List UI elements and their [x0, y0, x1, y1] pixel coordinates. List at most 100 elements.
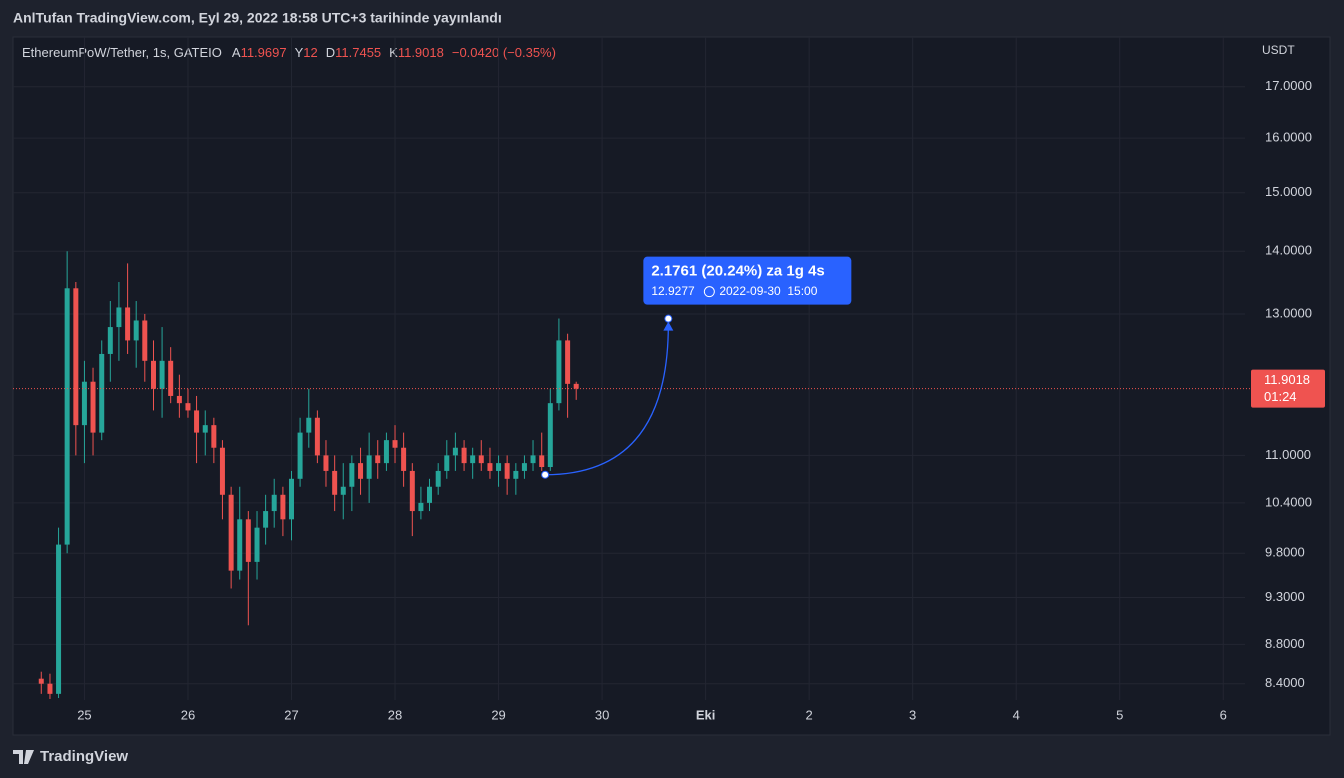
x-tick-label: 29	[491, 707, 505, 722]
candle-body	[125, 307, 131, 341]
candle-body	[38, 678, 44, 684]
candle-body	[349, 463, 355, 487]
measure-start	[541, 470, 550, 479]
countdown: 01:24	[1264, 389, 1297, 404]
candle-body	[565, 340, 571, 384]
y-tick-label: 16.0000	[1265, 130, 1312, 145]
change: −0.0420 (−0.35%)	[452, 45, 556, 60]
legend: EthereumPoW/Tether, 1s, GATEIO A11.9697 Y1…	[22, 45, 556, 60]
candle-body	[444, 455, 450, 471]
candle-body	[133, 320, 139, 341]
y-tick-label: 10.4000	[1265, 494, 1312, 509]
candle-body	[573, 383, 579, 389]
ohlc-value: 11.9697	[241, 45, 287, 60]
measure-box	[643, 256, 852, 305]
candle-body	[366, 455, 372, 479]
candle-body	[237, 519, 243, 571]
ohlc-value: 12	[303, 45, 317, 60]
candle-body	[211, 425, 217, 448]
measure-arrow	[663, 321, 674, 331]
candle-body	[228, 494, 234, 571]
x-tick-label: Eki	[696, 707, 716, 722]
candle-body	[530, 455, 536, 464]
candle-body	[487, 463, 493, 471]
candle-body	[323, 455, 329, 471]
candle-body	[521, 463, 527, 471]
candle-body	[306, 417, 312, 433]
x-tick-label: 27	[284, 707, 298, 722]
candle-body	[452, 447, 458, 456]
candle-body	[280, 494, 286, 520]
candle-body	[185, 403, 191, 411]
symbol: EthereumPoW/Tether, 1s, GATEIO	[22, 45, 222, 60]
price-label: 11.9018	[1264, 372, 1310, 387]
ohlc-label: Y	[295, 45, 304, 60]
candle-body	[271, 494, 277, 512]
candle-body	[90, 381, 96, 433]
candle-body	[409, 470, 415, 512]
candle-body	[461, 447, 467, 464]
candle-body	[288, 478, 294, 520]
y-tick-label: 9.3000	[1265, 589, 1305, 604]
candle-body	[99, 353, 105, 433]
candle-body	[435, 470, 441, 487]
candle-body	[202, 425, 208, 433]
x-tick-label: 28	[388, 707, 402, 722]
candle-body	[539, 455, 545, 468]
candle-body	[116, 307, 122, 328]
candle-body	[297, 432, 303, 479]
candle-body	[64, 288, 70, 545]
brand-logo	[13, 750, 34, 764]
measure-price: 12.9277	[651, 284, 695, 298]
y-tick-label: 8.8000	[1265, 636, 1305, 651]
y-tick-label: 9.8000	[1265, 545, 1305, 560]
candle-body	[245, 519, 251, 562]
x-tick-label: 4	[1013, 707, 1020, 722]
candle-body	[81, 381, 87, 426]
ohlc-label: A	[232, 45, 241, 60]
x-tick-label: 30	[595, 707, 609, 722]
x-tick-label: 3	[909, 707, 916, 722]
candle-body	[504, 463, 510, 479]
candle-body	[470, 455, 476, 464]
candle-body	[159, 360, 165, 389]
candle-body	[332, 470, 338, 495]
candle-body	[194, 410, 200, 433]
clock-icon	[703, 286, 715, 298]
currency: USDT	[1262, 43, 1295, 57]
candle-body	[314, 417, 320, 456]
candle-body	[107, 327, 113, 354]
x-tick-label: 6	[1220, 707, 1227, 722]
candle-body	[168, 360, 174, 396]
candle-body	[547, 403, 553, 468]
measure-label: 2.1761 (20.24%) za 1g 4s	[651, 263, 824, 280]
candle-body	[176, 395, 182, 404]
candle-body	[426, 486, 432, 503]
measure-date: 2022-09-30 15:00	[719, 284, 817, 298]
x-tick-label: 25	[77, 707, 91, 722]
candle-body	[358, 463, 364, 479]
candle-body	[263, 511, 269, 528]
candle-body	[496, 463, 502, 471]
candle-body	[392, 440, 398, 448]
candle-body	[401, 447, 407, 471]
x-tick-label: 5	[1116, 707, 1123, 722]
y-tick-label: 11.0000	[1265, 447, 1311, 462]
candle-body	[340, 486, 346, 495]
candle-body	[383, 440, 389, 464]
publish-title: AnlTufan TradingView.com, Eyl 29, 2022 1…	[13, 10, 502, 26]
y-tick-label: 15.0000	[1265, 184, 1312, 199]
price-label-box	[1251, 369, 1325, 408]
measure-end	[664, 314, 673, 323]
x-tick-label: 2	[806, 707, 813, 722]
brand: TradingView	[40, 748, 128, 765]
ohlc-value: 11.7455	[335, 45, 381, 60]
y-tick-label: 17.0000	[1265, 78, 1312, 93]
candle-body	[142, 320, 148, 361]
candle-body	[375, 455, 381, 464]
candle-body	[556, 340, 562, 404]
ohlc-value: 11.9018	[398, 45, 444, 60]
y-tick-label: 8.4000	[1265, 675, 1305, 690]
candle-body	[73, 288, 79, 426]
chart-panel	[12, 36, 1331, 736]
